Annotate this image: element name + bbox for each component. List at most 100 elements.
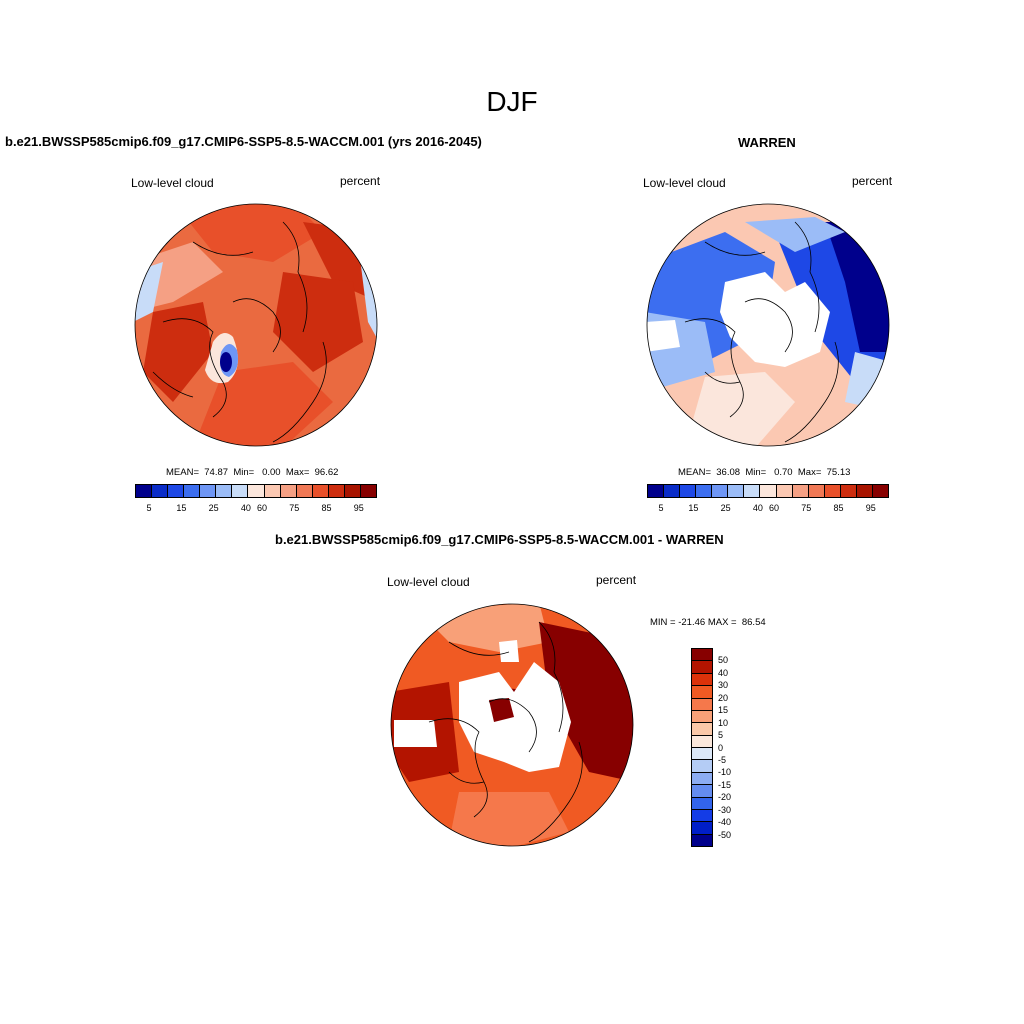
model-stats: MEAN= 74.87 Min= 0.00 Max= 96.62: [166, 467, 339, 478]
colorbar-swatch: [744, 485, 761, 497]
colorbar-tick-label: 40: [240, 503, 251, 513]
diff-variable-label: Low-level cloud: [387, 575, 470, 589]
map-coastlines: [684, 221, 839, 443]
map-missing-data: [394, 720, 437, 747]
colorbar-tick-label: 25: [208, 503, 219, 513]
colorbar-swatch: [692, 686, 712, 699]
colorbar-tick-label: 60: [256, 503, 268, 513]
colorbar-swatch: [344, 485, 361, 497]
map-field-patch: [685, 372, 795, 446]
colorbar-tick-label: 50: [718, 655, 729, 666]
map-field-patch: [449, 792, 569, 846]
colorbar-swatch: [692, 723, 712, 736]
colorbar-tick-label: 85: [833, 503, 844, 513]
colorbar-tick-label: -50: [718, 829, 732, 840]
colorbar-tick-label: 60: [768, 503, 780, 513]
colorbar-swatch: [728, 485, 745, 497]
colorbar-tick-label: 5: [146, 503, 152, 513]
colorbar-swatch: [664, 485, 681, 497]
colorbar-tick-label: 20: [718, 692, 729, 703]
colorbar-swatch: [712, 485, 729, 497]
colorbar-swatch: [280, 485, 297, 497]
colorbar-tick-label: 5: [658, 503, 664, 513]
colorbar-tick-label: 75: [289, 503, 300, 513]
map-field-patch: [220, 352, 232, 372]
obs-colorbar: [647, 484, 889, 498]
map-field-patch: [143, 302, 213, 402]
colorbar-swatch: [692, 698, 712, 711]
colorbar-swatch: [692, 772, 712, 786]
colorbar-swatch: [692, 710, 712, 724]
diff-panel-title: b.e21.BWSSP585cmip6.f09_g17.CMIP6-SSP5-8…: [275, 532, 724, 547]
colorbar-tick-label: 15: [718, 705, 729, 716]
colorbar-swatch: [248, 485, 265, 497]
colorbar-swatch: [136, 485, 153, 497]
colorbar-tick-label: -40: [718, 817, 732, 828]
colorbar-tick-label: 95: [353, 503, 364, 513]
colorbar-swatch: [824, 485, 841, 497]
map-coastlines: [428, 621, 583, 843]
map-field-patch: [539, 622, 633, 782]
obs-variable-label: Low-level cloud: [643, 176, 726, 190]
diff-stats: MIN = -21.46 MAX = 86.54: [650, 617, 766, 628]
colorbar-tick-label: -5: [718, 754, 727, 765]
colorbar-swatch: [200, 485, 217, 497]
colorbar-swatch: [692, 735, 712, 748]
diff-polar-map: [390, 603, 634, 847]
colorbar-swatch: [184, 485, 201, 497]
colorbar-tick-label: -10: [718, 767, 732, 778]
colorbar-swatch: [808, 485, 825, 497]
model-variable-label: Low-level cloud: [131, 176, 214, 190]
colorbar-swatch: [692, 649, 712, 662]
colorbar-swatch: [692, 673, 712, 687]
colorbar-swatch: [872, 485, 888, 497]
model-polar-map: [134, 203, 378, 447]
obs-polar-map: [646, 203, 890, 447]
model-panel-title: b.e21.BWSSP585cmip6.f09_g17.CMIP6-SSP5-8…: [5, 134, 482, 149]
colorbar-swatch: [840, 485, 857, 497]
map-missing-data: [499, 640, 519, 662]
colorbar-tick-label: 30: [718, 680, 729, 691]
map-missing-data: [647, 320, 680, 352]
colorbar-tick-label: 75: [801, 503, 812, 513]
map-field-patch: [489, 698, 514, 722]
figure-title: DJF: [486, 86, 538, 117]
map-coastlines: [152, 221, 327, 443]
colorbar-tick-label: 5: [718, 730, 724, 741]
colorbar-tick-label: -30: [718, 804, 732, 815]
obs-stats: MEAN= 36.08 Min= 0.70 Max= 75.13: [678, 467, 851, 478]
colorbar-swatch: [216, 485, 233, 497]
colorbar-swatch: [296, 485, 313, 497]
colorbar-swatch: [648, 485, 665, 497]
map-field-patch: [193, 362, 333, 446]
colorbar-tick-label: 40: [718, 667, 729, 678]
colorbar-swatch: [696, 485, 713, 497]
model-units-label: percent: [340, 174, 381, 188]
obs-colorbar-labels: 5 15 25 40 60 75 85 95: [647, 503, 889, 515]
colorbar-swatch: [692, 748, 712, 761]
colorbar-swatch: [692, 809, 712, 823]
map-border: [646, 203, 890, 447]
model-colorbar: [135, 484, 377, 498]
colorbar-swatch: [232, 485, 249, 497]
map-field-patch: [745, 217, 845, 252]
colorbar-swatch: [680, 485, 697, 497]
colorbar-tick-label: 25: [720, 503, 731, 513]
diff-units-label: percent: [596, 573, 637, 587]
colorbar-swatch: [792, 485, 809, 497]
diff-colorbar: [691, 648, 713, 847]
map-field-patch: [273, 272, 363, 372]
colorbar-swatch: [776, 485, 793, 497]
colorbar-swatch: [264, 485, 281, 497]
colorbar-tick-label: 0: [718, 742, 724, 753]
colorbar-swatch: [856, 485, 873, 497]
colorbar-swatch: [692, 785, 712, 798]
colorbar-swatch: [360, 485, 376, 497]
colorbar-tick-label: 85: [321, 503, 332, 513]
colorbar-tick-label: -15: [718, 779, 732, 790]
colorbar-swatch: [152, 485, 169, 497]
colorbar-tick-label: 15: [176, 503, 187, 513]
colorbar-swatch: [328, 485, 345, 497]
obs-panel-title: WARREN: [738, 135, 796, 150]
map-missing-data: [720, 272, 830, 367]
